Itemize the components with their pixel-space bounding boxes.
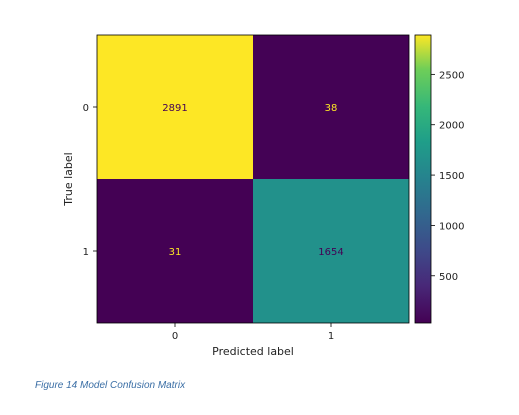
cell-value-label: 2891 xyxy=(162,103,187,114)
cell-value-label: 38 xyxy=(325,103,338,114)
y-axis-label: True label xyxy=(62,152,75,206)
heatmap-cell-r0-c1 xyxy=(253,35,409,179)
y-tick-label: 1 xyxy=(83,247,89,258)
heatmap-axes: 0 1 0 1 Predicted label True label xyxy=(62,103,334,358)
cell-value-label: 1654 xyxy=(318,247,343,258)
colorbar-tick-label: 1500 xyxy=(439,171,464,182)
y-tick-label: 0 xyxy=(83,103,89,114)
colorbar-tick-label: 2500 xyxy=(439,70,464,81)
colorbar: 500 1000 1500 2000 2500 xyxy=(414,34,464,324)
colorbar-gradient xyxy=(414,34,432,324)
cell-value-label: 31 xyxy=(169,247,182,258)
figure-caption: Figure 14 Model Confusion Matrix xyxy=(35,380,186,391)
confusion-matrix-figure: 2891 38 31 1654 0 1 0 1 Predicted label True lab… xyxy=(62,34,464,358)
heatmap-cell-r0-c0 xyxy=(97,35,253,179)
x-tick-label: 1 xyxy=(328,331,334,342)
x-axis-label: Predicted label xyxy=(212,345,294,358)
heatmap-plot: 2891 38 31 1654 xyxy=(96,34,410,324)
colorbar-tick-label: 500 xyxy=(439,272,458,283)
x-tick-label: 0 xyxy=(172,331,178,342)
heatmap-cell-r1-c1 xyxy=(253,179,409,323)
colorbar-tick-label: 2000 xyxy=(439,121,464,132)
colorbar-tick-label: 1000 xyxy=(439,221,464,232)
heatmap-cell-r1-c0 xyxy=(97,179,253,323)
plot-frame xyxy=(96,34,410,324)
